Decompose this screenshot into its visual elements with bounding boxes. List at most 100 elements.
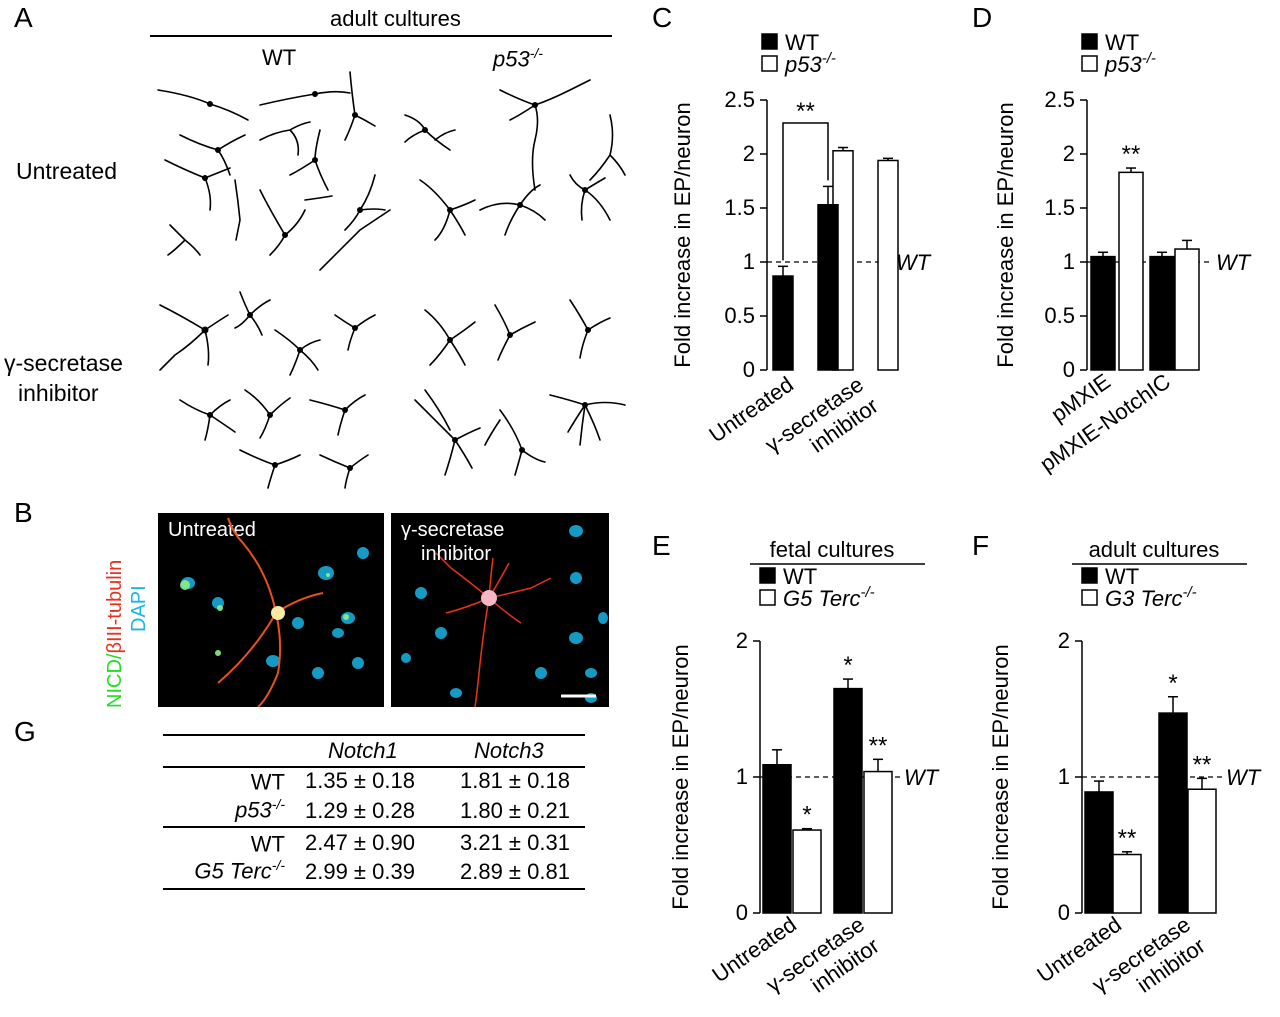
bar: [762, 764, 792, 914]
neuron-soma: [347, 465, 353, 471]
y-tick-label: 1: [736, 764, 748, 789]
y-tick-label: 0: [736, 900, 748, 925]
y-tick-label: 2.5: [1044, 87, 1075, 112]
chart-title: adult cultures: [1089, 537, 1220, 562]
y-tick-label: 1: [1058, 764, 1070, 789]
neuron-soma: [352, 112, 358, 118]
y-tick-label: 2: [1063, 141, 1075, 166]
neuron-soma: [507, 332, 513, 338]
bar: [1174, 248, 1200, 371]
y-axis-label: Fold increase in EP/neuron: [668, 644, 693, 909]
legend-label: WT: [1105, 564, 1139, 589]
significance-marker: **: [869, 732, 888, 759]
table-mid-rule: [163, 826, 585, 828]
neuron-soma: [447, 337, 453, 343]
panel-letter-f: F: [972, 530, 990, 561]
panel-a-header: adult cultures: [330, 6, 461, 31]
legend-label: WT: [783, 564, 817, 589]
neuron-soma: [312, 91, 318, 97]
y-axis-label: Fold increase in EP/neuron: [670, 102, 695, 367]
neuron-soma: [312, 157, 318, 163]
legend-label: p53-/-: [1104, 50, 1156, 77]
legend-label: p53-/-: [784, 50, 836, 77]
legend-swatch: [759, 589, 776, 606]
neuron-trace: [319, 209, 391, 271]
panel-letter-c: C: [652, 2, 673, 33]
reference-label: WT: [896, 250, 932, 275]
panel-letter-a: A: [14, 2, 33, 33]
y-tick-label: 1: [743, 249, 755, 274]
neuron-soma: [452, 437, 458, 443]
micrograph-untreated-image: [180, 517, 369, 707]
neuron-trace: [259, 121, 311, 156]
legend-label: WT: [1105, 30, 1139, 55]
y-tick-label: 0.5: [724, 303, 755, 328]
micrograph-untreated: Untreated: [158, 513, 384, 707]
table-row-label: p53-/-: [235, 796, 285, 823]
significance-marker: *: [802, 802, 811, 829]
neuron-soma: [267, 412, 273, 418]
neuron-soma: [202, 175, 208, 181]
neuron-trace: [167, 224, 201, 256]
table-row-label: WT: [250, 831, 285, 857]
y-tick-label: 2: [736, 628, 748, 653]
bar: [817, 204, 839, 371]
neuron-trace: [589, 114, 626, 181]
table-top-rule: [163, 734, 585, 736]
panel-letter-d: D: [972, 2, 993, 33]
neuron-soma: [447, 207, 453, 213]
micrograph-gsi-title-line1: γ-secretase: [401, 519, 505, 541]
neuron-soma: [272, 462, 278, 468]
y-tick-label: 1.5: [724, 195, 755, 220]
legend-label: G3 Terc-/-: [1105, 584, 1197, 611]
legend-label: WT: [785, 30, 819, 55]
neuron-soma: [352, 325, 358, 331]
micrograph-gsi-image: [401, 525, 608, 707]
panel-letter-b: B: [14, 497, 33, 528]
significance-marker: **: [1122, 141, 1141, 168]
significance-marker: *: [1168, 670, 1177, 697]
y-tick-label: 1: [1063, 249, 1075, 274]
bar: [863, 770, 893, 914]
neuron-soma: [201, 326, 209, 334]
legend-swatch: [759, 567, 776, 584]
panel-a-row-gsi-line2: inhibitor: [18, 380, 99, 406]
table-cell: 2.89 ± 0.81: [460, 859, 570, 884]
bar: [772, 275, 794, 371]
micrograph-gsi: γ-secretase inhibitor: [391, 513, 609, 707]
y-tick-label: 2: [1058, 628, 1070, 653]
reference-label: WT: [904, 765, 940, 790]
table-cell: 1.81 ± 0.18: [460, 768, 570, 793]
y-tick-label: 2.5: [724, 87, 755, 112]
panel-letter-g: G: [14, 716, 36, 747]
y-tick-label: 1.5: [1044, 195, 1075, 220]
bar: [833, 687, 863, 914]
panel-a-header-rule: [150, 35, 612, 37]
legend-swatch: [761, 33, 778, 50]
legend-swatch: [761, 55, 778, 72]
table-header-rule: [163, 766, 585, 768]
y-tick-label: 0: [1058, 900, 1070, 925]
table-col-notch1: Notch1: [328, 738, 398, 763]
neuron-soma: [532, 102, 538, 108]
panel-a-row-gsi-line1: γ-secretase: [4, 350, 123, 376]
neuron-soma: [519, 447, 525, 453]
neuron-soma: [582, 187, 588, 193]
y-axis-label: Fold increase in EP/neuron: [988, 644, 1013, 909]
legend-swatch: [1081, 589, 1098, 606]
neuron-soma: [517, 202, 523, 208]
legend-swatch: [1081, 55, 1098, 72]
neuron-soma: [207, 101, 213, 107]
micrograph-gsi-title-line2: inhibitor: [421, 543, 492, 565]
reference-label: WT: [1226, 765, 1262, 790]
bar: [1112, 853, 1142, 914]
y-tick-label: 0: [1063, 357, 1075, 382]
y-tick-label: 0: [743, 357, 755, 382]
neuron-soma: [247, 312, 253, 318]
table-row-label: WT: [250, 769, 285, 795]
legend-swatch: [1081, 567, 1098, 584]
significance-marker: **: [1118, 825, 1137, 852]
